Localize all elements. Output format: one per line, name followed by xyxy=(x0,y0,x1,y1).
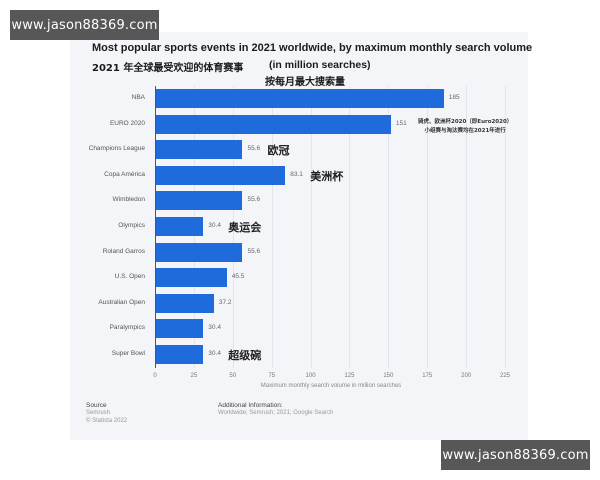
chinese-annotation: 欧冠 xyxy=(267,144,290,158)
value-label: 30.4 xyxy=(208,324,221,332)
gridline xyxy=(349,86,351,368)
bar-row: NBA 185 xyxy=(132,86,507,112)
value-label: 45.5 xyxy=(231,273,245,281)
bar[interactable] xyxy=(156,140,243,160)
chart-title: Most popular sports events in 2021 world… xyxy=(92,42,533,54)
category-label: Wimbledon xyxy=(112,196,145,204)
source-heading: Source xyxy=(86,402,107,409)
category-label: Australian Open xyxy=(98,298,145,306)
x-tick-label: 25 xyxy=(190,373,198,379)
bar-row: Super Bowl 30.4 超级碗 xyxy=(112,342,507,368)
bar-row: Roland Garros 55.6 xyxy=(103,240,507,266)
gridline xyxy=(232,86,234,368)
gridline xyxy=(388,86,390,368)
x-tick-label: 200 xyxy=(461,373,472,379)
bar-row: Paralympics 30.4 xyxy=(110,316,507,342)
bar-row: Wimbledon 55.6 xyxy=(112,188,507,214)
chart-subtitle-chinese: 2021 年全球最受欢迎的体育赛事 xyxy=(92,63,244,74)
chinese-annotation: 超级碗 xyxy=(228,349,262,362)
x-tick-label: 125 xyxy=(344,373,355,379)
gridline xyxy=(271,86,273,368)
value-label: 55.6 xyxy=(247,145,261,153)
bar[interactable] xyxy=(156,293,214,313)
value-label: 151 xyxy=(395,119,407,127)
x-tick-label: 75 xyxy=(268,373,275,379)
value-label: 185 xyxy=(448,94,460,101)
chart-subtitle-unit: (in million searches) xyxy=(269,59,371,71)
bar[interactable] xyxy=(156,217,204,236)
plot-area: NBA 185 EURO 2020 151 Champions League 55.6 欧冠… xyxy=(89,86,507,368)
value-label: 30.4 xyxy=(208,350,221,357)
gridline xyxy=(427,86,429,368)
bar[interactable] xyxy=(156,242,243,262)
source-line: Semrush xyxy=(86,410,111,416)
chart-card: Most popular sports events in 2021 world… xyxy=(70,32,532,440)
x-tick-label: 100 xyxy=(305,373,316,379)
category-label: Roland Garros xyxy=(102,247,145,255)
category-label: Paralympics xyxy=(109,324,145,332)
bar[interactable] xyxy=(156,319,204,339)
euro-note-line: 骑虎、欧洲杯2020（即Euro2020） xyxy=(418,119,513,125)
chart-subtitle-chinese-2: 按每月最大搜索量 xyxy=(265,77,345,88)
gridline xyxy=(505,86,506,368)
category-label: U.S. Open xyxy=(114,273,145,281)
category-label: Copa América xyxy=(104,170,145,178)
value-label: 55.6 xyxy=(247,196,261,204)
category-label: Super Bowl xyxy=(111,350,145,357)
value-label: 55.6 xyxy=(247,247,261,255)
value-label: 30.4 xyxy=(208,222,221,229)
bar[interactable] xyxy=(156,268,227,288)
gridline xyxy=(310,86,312,368)
euro-note: 骑虎、欧洲杯2020（即Euro2020） 小组赛与淘汰赛均在2021年进行 xyxy=(418,118,512,136)
x-tick-label: 175 xyxy=(422,373,433,379)
value-label: 83.1 xyxy=(290,170,303,178)
category-label: NBA xyxy=(131,94,145,101)
bar[interactable] xyxy=(156,114,391,134)
category-label: EURO 2020 xyxy=(109,119,145,127)
x-tick-label: 225 xyxy=(499,373,511,379)
additional-info-heading: Additional Information: xyxy=(218,402,283,409)
bar-row: Copa América 83.1 美洲杯 xyxy=(104,163,507,189)
additional-info-text: Worldwide; Semrush; 2021; Google Search xyxy=(218,410,334,416)
y-axis-line xyxy=(155,86,156,368)
value-label: 37.2 xyxy=(218,298,232,306)
euro-note-line: 小组赛与淘汰赛均在2021年进行 xyxy=(424,128,506,134)
category-label: Champions League xyxy=(88,145,145,153)
watermark-bottom: www.jason88369.com xyxy=(441,440,590,470)
chinese-annotation: 奥运会 xyxy=(228,221,262,234)
bar-row: EURO 2020 151 xyxy=(110,112,507,138)
gridline xyxy=(466,86,468,368)
source-line: © Statista 2022 xyxy=(86,418,128,424)
bar-row: Australian Open 37.2 xyxy=(98,291,507,317)
x-tick-label: 50 xyxy=(229,373,237,379)
x-tick-label: 150 xyxy=(383,373,394,379)
x-tick-label: 0 xyxy=(153,373,157,379)
bar[interactable] xyxy=(156,345,204,364)
chinese-annotation: 美洲杯 xyxy=(310,169,344,183)
x-axis-label: Maximum monthly search volume in million… xyxy=(260,383,402,389)
bar-row: U.S. Open 45.5 xyxy=(115,265,507,291)
bar[interactable] xyxy=(156,165,286,185)
bar-row: Champions League 55.6 欧冠 xyxy=(89,137,507,163)
watermark-top: www.jason88369.com xyxy=(10,10,159,40)
category-label: Olympics xyxy=(118,222,145,229)
bar[interactable] xyxy=(156,89,444,108)
bar-row: Olympics 30.4 奥运会 xyxy=(118,214,507,240)
bar[interactable] xyxy=(156,191,243,211)
